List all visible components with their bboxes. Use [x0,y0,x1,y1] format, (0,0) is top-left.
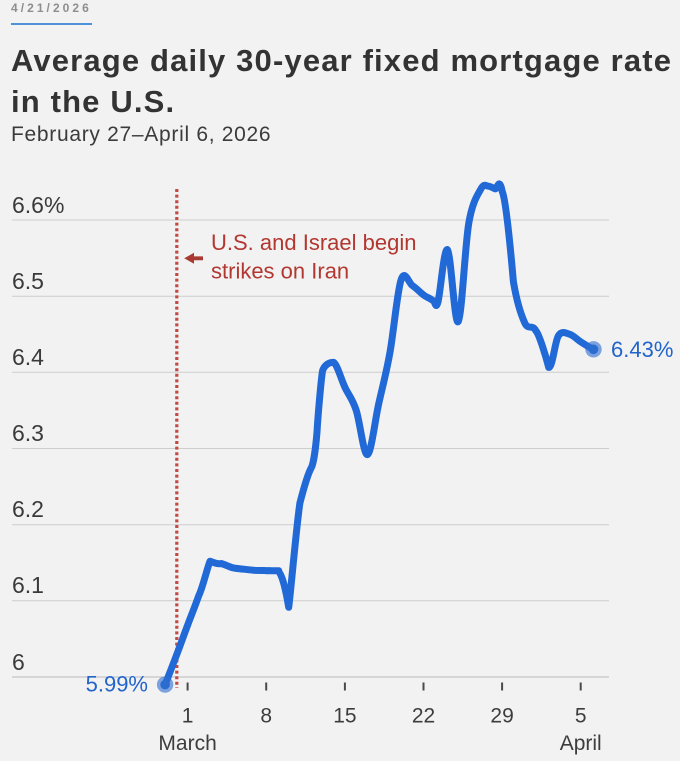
svg-text:22: 22 [412,705,435,728]
svg-text:8: 8 [260,705,272,728]
svg-text:U.S. and Israel begin: U.S. and Israel begin [211,230,416,255]
svg-text:April: April [560,732,602,755]
svg-text:29: 29 [490,705,513,728]
svg-text:March: March [158,732,216,755]
svg-text:1: 1 [182,705,194,728]
svg-text:5: 5 [575,705,587,728]
svg-text:6.2: 6.2 [12,496,44,522]
svg-text:6.6%: 6.6% [12,192,64,218]
svg-text:6.1: 6.1 [12,572,44,598]
svg-text:6.3: 6.3 [12,420,44,446]
svg-text:strikes on Iran: strikes on Iran [211,259,349,284]
svg-text:5.99%: 5.99% [86,671,148,696]
svg-text:15: 15 [333,705,356,728]
svg-text:6: 6 [12,649,25,675]
svg-text:6.4: 6.4 [12,344,44,370]
svg-text:6.5: 6.5 [12,268,44,294]
svg-text:6.43%: 6.43% [611,337,673,362]
